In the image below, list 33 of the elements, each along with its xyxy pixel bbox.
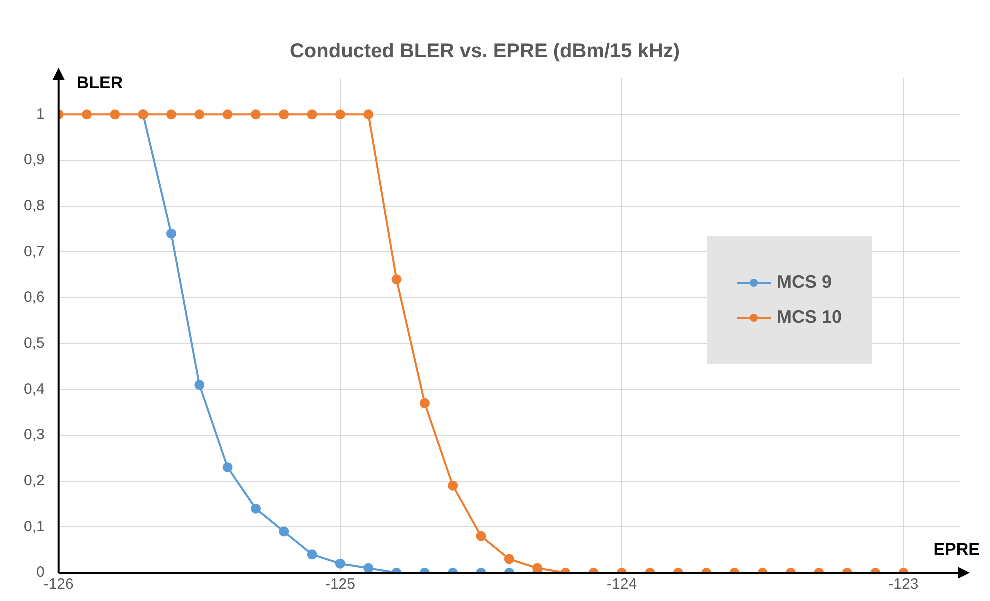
point [250,110,261,120]
point [420,398,430,408]
chart-title: Conducted BLER vs. EPRE (dBm/15 kHz) [290,40,680,63]
legend-label: MCS 10 [776,307,842,328]
y-tick-label: 1 [36,106,45,123]
y-tick-label: 0,3 [24,426,45,444]
point [194,110,205,120]
x-tick-label: -123 [888,576,919,594]
y-axis-title: BLER [76,74,124,93]
point [335,110,346,120]
x-axis-title: EPRE [934,540,980,560]
y-tick-label: 0,6 [24,289,45,306]
y-tick-label: 0,9 [24,152,45,169]
point [222,110,233,120]
point [166,228,176,239]
point [279,110,290,120]
y-tick-label: 0,4 [24,380,45,398]
x-tick-label: -126 [44,576,74,594]
point [166,110,176,120]
point [392,274,402,285]
legend-label: MCS 9 [776,272,832,293]
y-tick-label: 0 [36,564,45,582]
y-tick-label: 0,8 [24,197,45,214]
y-tick-label: 0,5 [24,334,45,352]
point [82,110,92,120]
point [364,110,374,120]
y-tick-label: 0,1 [24,518,45,536]
point [307,110,318,120]
point [110,110,120,120]
x-tick-label: -125 [325,576,356,594]
x-tick-label: -124 [607,576,638,594]
y-tick-label: 0,2 [24,472,45,490]
y-tick-label: 0,7 [24,243,45,260]
